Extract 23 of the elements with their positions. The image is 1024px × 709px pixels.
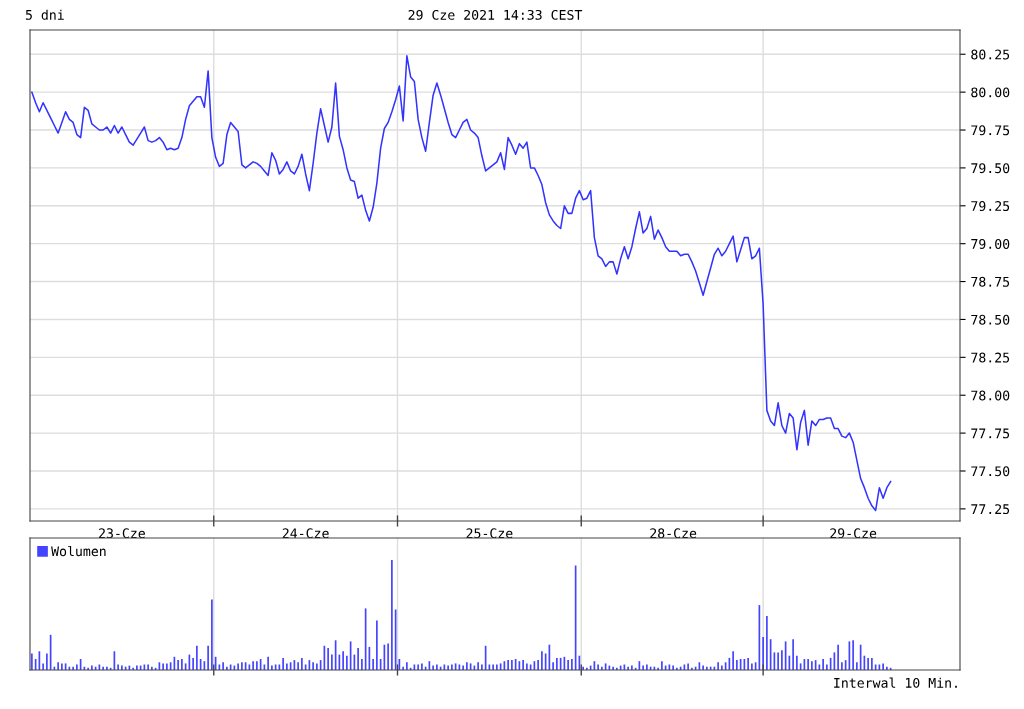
y-tick-label: 78.75	[971, 276, 1010, 287]
y-tick-label: 78.00	[971, 390, 1010, 401]
y-tick-label: 78.25	[971, 352, 1010, 363]
legend-label: Wolumen	[51, 545, 106, 557]
x-tick-label: 25-Cze	[466, 528, 513, 539]
chart-title: 5 dni	[25, 9, 64, 20]
chart-subtitle: 29 Cze 2021 14:33 CEST	[408, 9, 583, 20]
y-tick-label: 80.00	[971, 87, 1010, 98]
y-tick-label: 78.50	[971, 314, 1010, 325]
x-tick-label: 24-Cze	[282, 528, 329, 539]
y-tick-label: 79.75	[971, 125, 1010, 136]
x-tick-label: 29-Cze	[830, 528, 877, 539]
y-tick-label: 77.75	[971, 428, 1010, 439]
x-tick-label: 28-Cze	[650, 528, 697, 539]
y-tick-label: 80.25	[971, 49, 1010, 60]
y-tick-label: 77.50	[971, 466, 1010, 477]
y-tick-label: 79.25	[971, 201, 1010, 212]
y-tick-label: 77.25	[971, 504, 1010, 515]
text: Interwal 10 Min.	[834, 677, 957, 688]
line-series	[31, 54, 892, 512]
x-tick-label: 23-Cze	[99, 528, 145, 539]
y-tick-label: 79.50	[971, 163, 1010, 174]
y-tick-label: 79.00	[971, 238, 1010, 249]
